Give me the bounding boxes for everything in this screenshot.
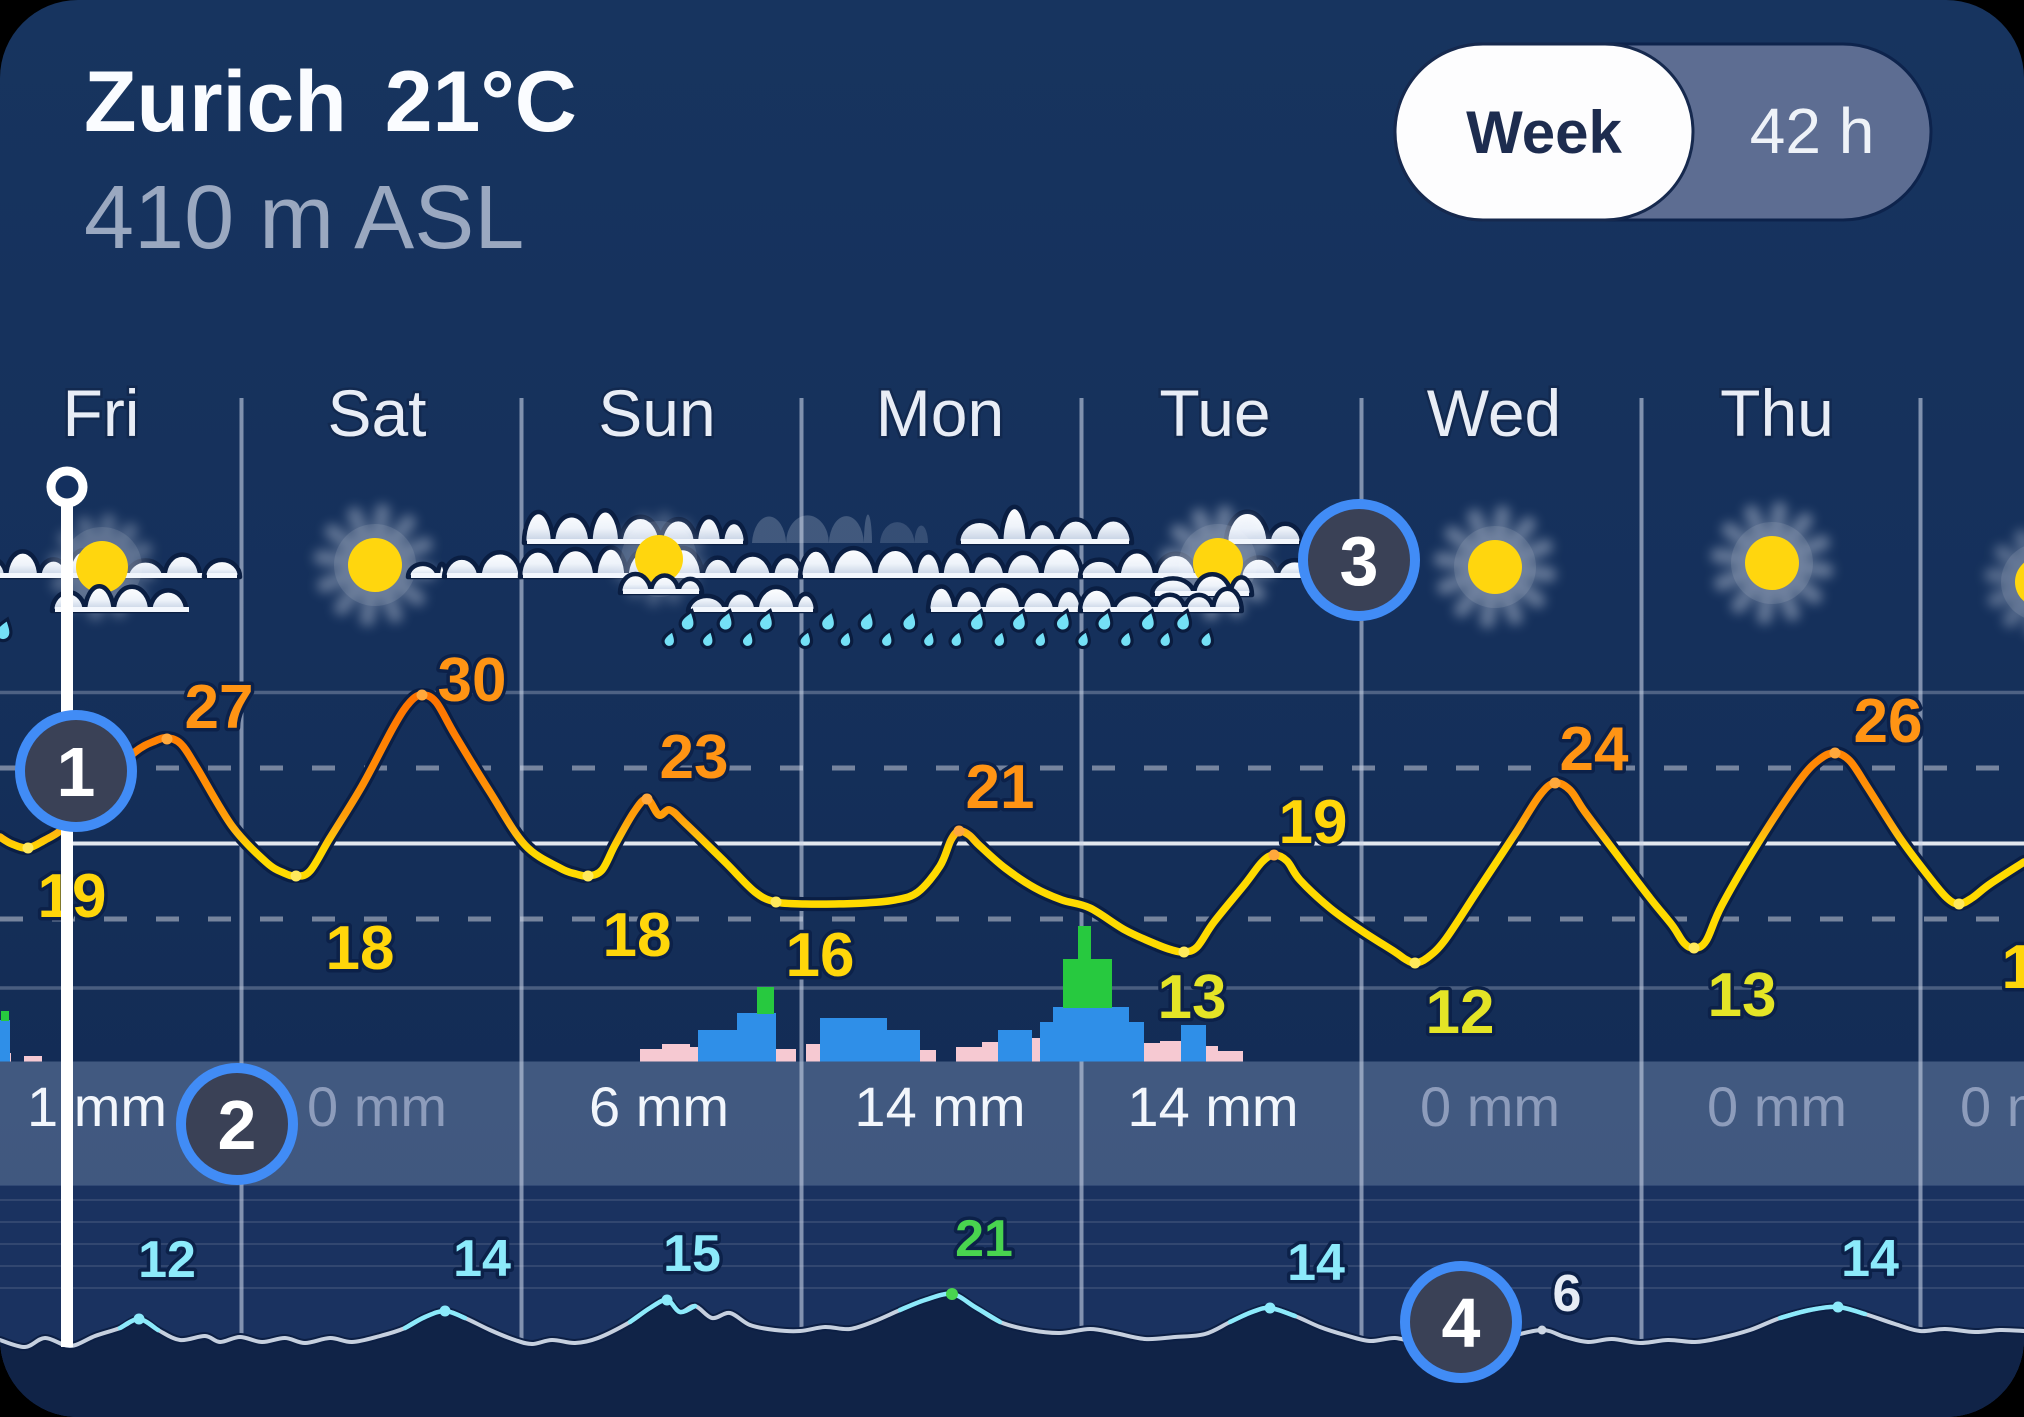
svg-text:14: 14: [453, 1230, 511, 1288]
svg-text:13: 13: [1158, 963, 1227, 1032]
svg-text:1: 1: [57, 733, 96, 811]
svg-text:0 mm: 0 mm: [307, 1075, 447, 1138]
svg-text:24: 24: [1560, 715, 1629, 784]
svg-text:Zurich 21°C: Zurich 21°C: [84, 54, 577, 150]
svg-text:13: 13: [1708, 961, 1777, 1030]
svg-text:6: 6: [1553, 1265, 1582, 1323]
svg-text:Wed: Wed: [1427, 376, 1562, 450]
svg-text:14 mm: 14 mm: [1127, 1075, 1298, 1138]
svg-text:2: 2: [218, 1086, 257, 1164]
svg-text:14 mm: 14 mm: [854, 1075, 1025, 1138]
svg-text:410 m ASL: 410 m ASL: [84, 168, 524, 268]
svg-text:0 mm: 0 mm: [1420, 1075, 1560, 1138]
svg-text:Fri: Fri: [63, 376, 140, 450]
svg-text:Week: Week: [1466, 99, 1622, 166]
svg-text:1 mm: 1 mm: [27, 1075, 167, 1138]
svg-text:21: 21: [966, 753, 1035, 822]
svg-text:Tue: Tue: [1159, 376, 1270, 450]
svg-text:26: 26: [1854, 687, 1923, 756]
svg-text:19: 19: [1279, 788, 1348, 857]
svg-text:4: 4: [1442, 1284, 1481, 1362]
svg-text:23: 23: [660, 723, 729, 792]
svg-text:27: 27: [185, 673, 254, 742]
svg-text:16: 16: [786, 921, 855, 990]
svg-text:0 mm: 0 mm: [1707, 1075, 1847, 1138]
svg-text:Sat: Sat: [327, 376, 426, 450]
svg-text:21: 21: [955, 1210, 1013, 1268]
svg-text:6 mm: 6 mm: [589, 1075, 729, 1138]
svg-text:18: 18: [326, 914, 395, 983]
svg-text:15: 15: [663, 1225, 721, 1283]
svg-text:0 mm: 0 mm: [1960, 1075, 2024, 1138]
svg-text:14: 14: [1841, 1230, 1899, 1288]
svg-text:Sun: Sun: [598, 376, 715, 450]
svg-text:42 h: 42 h: [1750, 95, 1875, 167]
svg-text:12: 12: [138, 1231, 196, 1289]
svg-text:14: 14: [1287, 1234, 1345, 1292]
svg-text:30: 30: [438, 646, 507, 715]
svg-text:3: 3: [1340, 522, 1379, 600]
svg-text:Thu: Thu: [1720, 376, 1834, 450]
svg-text:18: 18: [603, 901, 672, 970]
svg-text:16: 16: [2002, 933, 2024, 1002]
svg-text:12: 12: [1426, 978, 1495, 1047]
svg-text:Mon: Mon: [876, 376, 1004, 450]
